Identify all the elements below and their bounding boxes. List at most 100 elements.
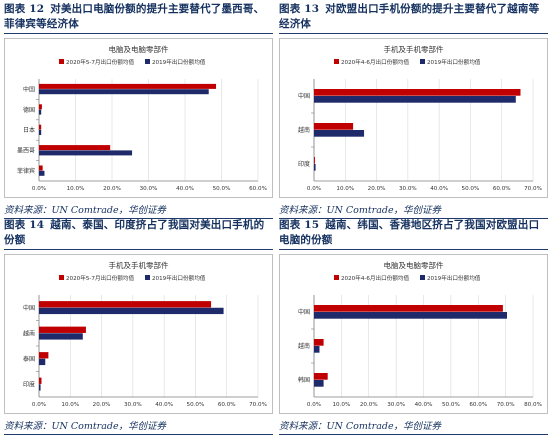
figure-label: 图表 15 [279, 219, 320, 231]
bar [314, 380, 324, 387]
figure-title: 图表 14 越南、泰国、印度挤占了我国对美出口手机的份额 [4, 218, 273, 248]
x-tick-label: 40.0% [415, 402, 433, 408]
figure-caption: 越南、泰国、印度挤占了我国对美出口手机的份额 [4, 219, 265, 246]
chart-frame: 手机及手机零部件 2020年5-7月出口份额均值 2019年出口份额均值 0.0% 10… [4, 254, 273, 414]
source-note: 资料来源：UN Comtrade，华创证券 [279, 202, 548, 219]
bar [39, 109, 42, 115]
x-tick-label: 0.0% [32, 402, 46, 408]
x-tick-label: 30.0% [124, 402, 142, 408]
legend-swatch [145, 59, 150, 64]
x-tick-label: 50.0% [213, 186, 231, 192]
x-tick-label: 60.0% [218, 402, 236, 408]
legend-swatch [145, 275, 150, 280]
legend-swatch [420, 59, 425, 64]
bar [39, 326, 86, 333]
bar [39, 124, 42, 130]
figure-title: 图表 15 越南、纬国、香港地区挤占了我国对欧盟出口电脑的份额 [279, 218, 548, 248]
x-tick-label: 80.0% [524, 402, 542, 408]
chart-title: 手机及手机零部件 [384, 44, 444, 54]
bar [314, 312, 507, 319]
figure-title: 图表 12 对美出口电脑份额的提升主要替代了墨西哥、菲律宾等经济体 [4, 2, 273, 32]
x-tick-label: 60.0% [249, 186, 267, 192]
x-tick-label: 60.0% [469, 402, 487, 408]
source-note: 资料来源：UN Comtrade，华创证券 [4, 202, 273, 219]
x-tick-label: 0.0% [307, 186, 321, 192]
bar [314, 373, 328, 380]
bar [314, 164, 316, 171]
legend-label: 2019年出口份额均值 [152, 58, 206, 66]
chart-title: 电脑及电脑零部件 [109, 44, 169, 54]
legend-label: 2019年出口份额均值 [427, 58, 481, 66]
category-label: 日本 [23, 126, 35, 134]
x-tick-label: 20.0% [93, 402, 111, 408]
figure-caption: 越南、纬国、香港地区挤占了我国对欧盟出口电脑的份额 [279, 219, 540, 246]
x-tick-label: 0.0% [32, 186, 46, 192]
bar [39, 145, 111, 151]
x-tick-label: 10.0% [336, 186, 354, 192]
figure-title: 图表 13 对欧盟出口手机份额的提升主要替代了越南等经济体 [279, 2, 548, 32]
bar-chart: 电脑及电脑零部件 2020年4-6月出口份额均值 2019年出口份额均值 0.0% 10… [298, 260, 542, 408]
x-tick-label: 50.0% [462, 186, 480, 192]
x-tick-label: 40.0% [155, 402, 173, 408]
category-label: 菲律宾 [17, 167, 35, 175]
x-tick-label: 40.0% [176, 186, 194, 192]
x-tick-label: 40.0% [430, 186, 448, 192]
bar [39, 301, 212, 308]
figure-panel-15: 图表 15 越南、纬国、香港地区挤占了我国对欧盟出口电脑的份额 电脑及电脑零部件 2… [279, 218, 548, 435]
title-rule [4, 33, 273, 34]
bar [39, 150, 133, 156]
x-tick-label: 70.0% [249, 402, 267, 408]
x-tick-label: 30.0% [399, 186, 417, 192]
legend-swatch [334, 275, 339, 280]
bar-chart: 手机及手机零部件 2020年4-6月出口份额均值 2019年出口份额均值 0.0% 10… [298, 44, 542, 192]
figure-panel-13: 图表 13 对欧盟出口手机份额的提升主要替代了越南等经济体 手机及手机零部件 202… [279, 2, 548, 219]
category-label: 中国 [23, 85, 35, 93]
chart-frame: 手机及手机零部件 2020年4-6月出口份额均值 2019年出口份额均值 0.0% 10… [279, 38, 548, 198]
bar [314, 339, 324, 346]
bar-chart: 手机及手机零部件 2020年5-7月出口份额均值 2019年出口份额均值 0.0% 10… [23, 260, 267, 408]
category-label: 中国 [23, 304, 35, 312]
title-rule [279, 249, 548, 250]
x-tick-label: 20.0% [103, 186, 121, 192]
source-note: 资料来源：UN Comtrade，华创证券 [4, 418, 273, 435]
category-label: 中国 [298, 92, 310, 100]
bar [39, 89, 209, 95]
title-rule [4, 249, 273, 250]
figure-panel-12: 图表 12 对美出口电脑份额的提升主要替代了墨西哥、菲律宾等经济体 电脑及电脑零部… [4, 2, 273, 219]
legend-swatch [420, 275, 425, 280]
figure-label: 图表 14 [4, 219, 45, 231]
figure-caption: 对欧盟出口手机份额的提升主要替代了越南等经济体 [279, 3, 540, 30]
chart-title: 电脑及电脑零部件 [384, 260, 444, 270]
x-tick-label: 30.0% [387, 402, 405, 408]
x-tick-label: 60.0% [493, 186, 511, 192]
chart-title: 手机及手机零部件 [109, 260, 169, 270]
figure-label: 图表 12 [4, 3, 45, 15]
category-label: 越南 [298, 342, 310, 350]
bar [39, 83, 217, 89]
title-rule [279, 33, 548, 34]
bar [39, 170, 45, 176]
bar [314, 157, 315, 164]
source-note: 资料来源：UN Comtrade，华创证券 [279, 418, 548, 435]
bar [314, 130, 365, 137]
legend-label: 2020年5-7月出口份额均值 [66, 58, 135, 66]
category-label: 中国 [298, 308, 310, 316]
category-label: 泰国 [23, 355, 35, 363]
x-tick-label: 30.0% [140, 186, 158, 192]
category-label: 越南 [298, 126, 310, 134]
bar [39, 384, 41, 391]
bar [314, 89, 521, 96]
bar [314, 123, 354, 130]
x-tick-label: 10.0% [332, 402, 350, 408]
figure-panel-14: 图表 14 越南、泰国、印度挤占了我国对美出口手机的份额 手机及手机零部件 2020… [4, 218, 273, 435]
bar [314, 346, 320, 353]
category-label: 韩国 [298, 376, 310, 384]
x-tick-label: 50.0% [187, 402, 205, 408]
category-label: 墨西哥 [17, 148, 35, 155]
x-tick-label: 20.0% [360, 402, 378, 408]
bar [314, 305, 503, 312]
legend-label: 2020年4-6月出口份额均值 [341, 58, 410, 66]
x-tick-label: 20.0% [368, 186, 386, 192]
category-label: 德国 [23, 106, 35, 114]
legend-swatch [59, 59, 64, 64]
